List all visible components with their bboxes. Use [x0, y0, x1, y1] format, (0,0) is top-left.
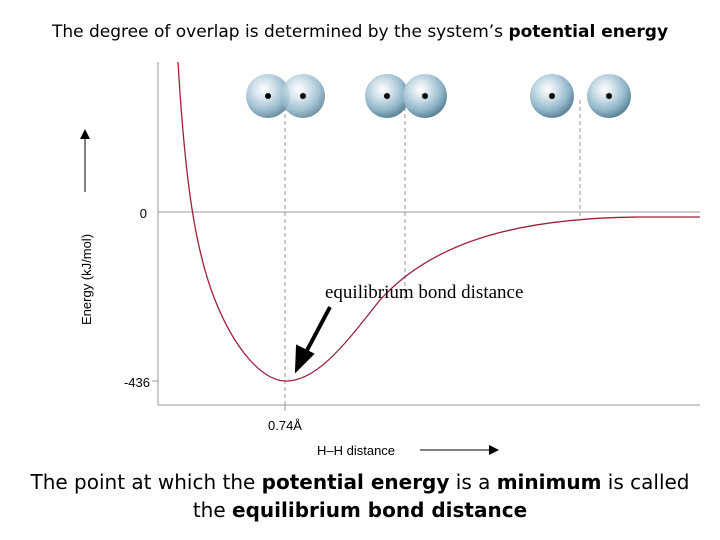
- caption-text: is a: [449, 470, 497, 494]
- x-axis-label: H–H distance: [317, 443, 395, 458]
- caption-emphasis: equilibrium bond distance: [232, 498, 528, 522]
- annotation-arrow-head: [294, 344, 315, 374]
- atom-pair-touching: [365, 74, 447, 118]
- title-emphasis: potential energy: [508, 22, 669, 42]
- caption-text: is called: [601, 470, 690, 494]
- caption-emphasis: potential energy: [261, 470, 450, 494]
- caption-line-1: The point at which the potential energy …: [0, 468, 720, 496]
- caption-text: the: [192, 498, 233, 522]
- nucleus-dot: [265, 93, 271, 99]
- nucleus-dot: [422, 93, 428, 99]
- caption-line-2: the equilibrium bond distance: [0, 496, 720, 524]
- nucleus-dot: [549, 93, 555, 99]
- caption-text: The point at which the: [30, 470, 262, 494]
- y-tick-label-0: 0: [140, 206, 147, 221]
- annotation-equilibrium: equilibrium bond distance: [325, 282, 523, 303]
- slide-caption: The point at which the potential energy …: [0, 468, 720, 524]
- nucleus-dot: [300, 93, 306, 99]
- y-axis-label: Energy (kJ/mol): [79, 234, 94, 325]
- nucleus-dot: [606, 93, 612, 99]
- slide-title: The degree of overlap is determined by t…: [0, 22, 720, 42]
- x-tick-label-074: 0.74Å: [268, 418, 302, 433]
- atom-pair-separated: [530, 74, 631, 118]
- atom-pair-overlapping: [246, 74, 325, 118]
- nucleus-dot: [384, 93, 390, 99]
- title-prefix: The degree of overlap is determined by t…: [51, 22, 509, 42]
- potential-energy-curve: [177, 61, 700, 382]
- caption-emphasis: minimum: [496, 470, 602, 494]
- annotation-arrow-shaft: [302, 306, 332, 357]
- y-tick-label-minus436: -436: [124, 375, 150, 390]
